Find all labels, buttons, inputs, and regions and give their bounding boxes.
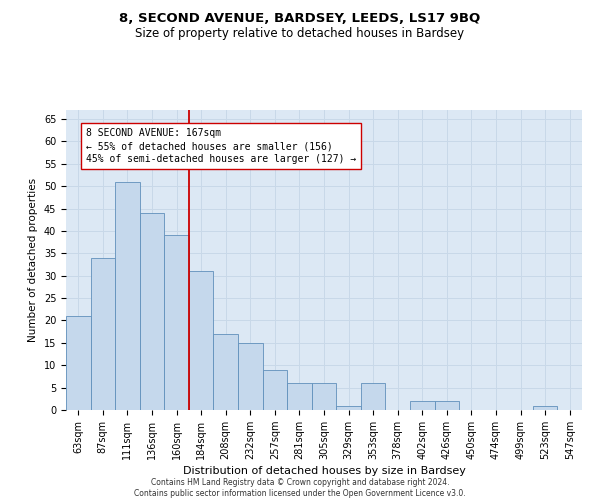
Bar [263,370,287,410]
Bar [287,383,312,410]
Bar [66,316,91,410]
Bar [189,271,214,410]
Bar [214,334,238,410]
Bar [115,182,140,410]
Text: Size of property relative to detached houses in Bardsey: Size of property relative to detached ho… [136,28,464,40]
Bar [140,213,164,410]
Text: Contains HM Land Registry data © Crown copyright and database right 2024.
Contai: Contains HM Land Registry data © Crown c… [134,478,466,498]
Text: 8, SECOND AVENUE, BARDSEY, LEEDS, LS17 9BQ: 8, SECOND AVENUE, BARDSEY, LEEDS, LS17 9… [119,12,481,26]
Bar [336,406,361,410]
Bar [533,406,557,410]
Bar [164,236,189,410]
Bar [238,343,263,410]
Bar [410,401,434,410]
Bar [312,383,336,410]
X-axis label: Distribution of detached houses by size in Bardsey: Distribution of detached houses by size … [182,466,466,476]
Bar [361,383,385,410]
Y-axis label: Number of detached properties: Number of detached properties [28,178,38,342]
Bar [91,258,115,410]
Bar [434,401,459,410]
Text: 8 SECOND AVENUE: 167sqm
← 55% of detached houses are smaller (156)
45% of semi-d: 8 SECOND AVENUE: 167sqm ← 55% of detache… [86,128,356,164]
